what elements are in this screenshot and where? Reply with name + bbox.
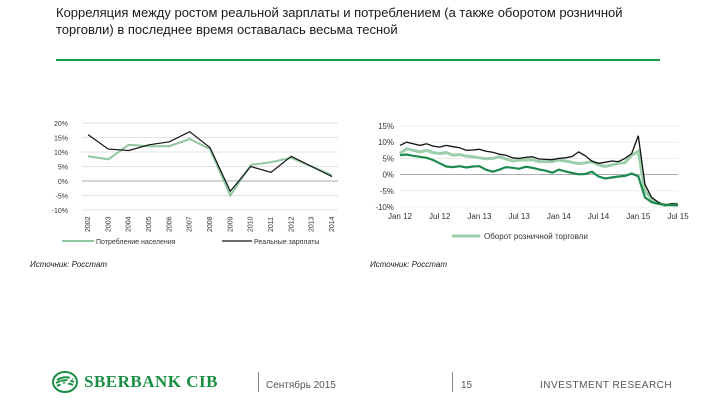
x-tick-label: Jan 14 [547, 212, 572, 221]
title-rule [56, 59, 660, 61]
y-tick-label: 0% [58, 179, 68, 186]
y-tick-label: 10% [54, 150, 68, 157]
y-tick-label: 5% [58, 165, 68, 172]
series-line [87, 130, 333, 193]
source-note-left: Источник: Росстат [30, 260, 107, 269]
x-tick-label: 2012 [288, 216, 295, 232]
x-tick-label: Jul 12 [429, 212, 451, 221]
series-line [87, 137, 333, 198]
x-tick-label: 2002 [85, 216, 92, 232]
legend-label: Потребление населения [96, 238, 176, 246]
x-tick-label: 2011 [268, 217, 275, 232]
y-tick-label: 5% [382, 154, 394, 163]
x-tick-label: 2009 [227, 216, 234, 232]
logo-text: SBERBANK CIB [84, 372, 219, 391]
y-tick-label: -10% [375, 203, 394, 212]
x-tick-label: 2007 [187, 216, 194, 232]
page-title: Корреляция между ростом реальной зарплат… [56, 5, 623, 37]
y-tick-label: 15% [378, 122, 394, 131]
y-tick-label: 0% [382, 171, 394, 180]
legend-label: Реальные зарплаты [254, 239, 319, 246]
x-tick-label: 2003 [105, 216, 112, 232]
x-tick-label: Jul 13 [508, 212, 530, 221]
footer-separator [452, 372, 453, 392]
x-tick-label: Jul 14 [588, 212, 610, 221]
x-tick-label: Jan 12 [388, 212, 413, 221]
series-line [399, 135, 679, 207]
x-tick-label: Jul 15 [667, 212, 689, 221]
x-tick-label: 2013 [309, 216, 316, 232]
sberbank-logo-icon [52, 371, 78, 393]
consumption-wage-chart: 20% 15% 10% 5% 0% -5% -10% 2002 2003 2004 2005 2006… [52, 121, 338, 246]
sberbank-logo: SBERBANK CIB [52, 371, 218, 393]
footer-date: Сентябрь 2015 [266, 380, 336, 391]
y-tick-label: -10% [52, 208, 68, 215]
x-tick-label: 2008 [207, 216, 214, 232]
x-tick-label: Jan 15 [626, 212, 651, 221]
legend-label: Оборот розничной торговли [484, 232, 588, 241]
x-tick-label: 2010 [248, 216, 255, 232]
x-tick-label: 2005 [146, 216, 153, 232]
series-line [399, 153, 679, 207]
x-tick-label: 2014 [329, 216, 336, 232]
footer-label: INVESTMENT RESEARCH [540, 380, 673, 391]
x-tick-label: 2006 [166, 216, 173, 232]
page-number: 15 [461, 380, 473, 391]
source-note-right: Источник: Росстат [370, 260, 447, 269]
series-line [399, 147, 679, 207]
y-tick-label: -5% [56, 194, 68, 201]
x-tick-label: 2004 [126, 216, 133, 232]
y-tick-label: 10% [378, 138, 394, 147]
retail-turnover-chart: 15% 10% 5% 0% -5% -10%Jan 12 Jul 12 Jan 13 Jul 1… [375, 122, 689, 241]
y-tick-label: -5% [380, 187, 394, 196]
footer-separator [258, 372, 259, 392]
x-tick-label: Jan 13 [467, 212, 492, 221]
y-tick-label: 20% [54, 121, 68, 128]
y-tick-label: 15% [54, 136, 68, 143]
